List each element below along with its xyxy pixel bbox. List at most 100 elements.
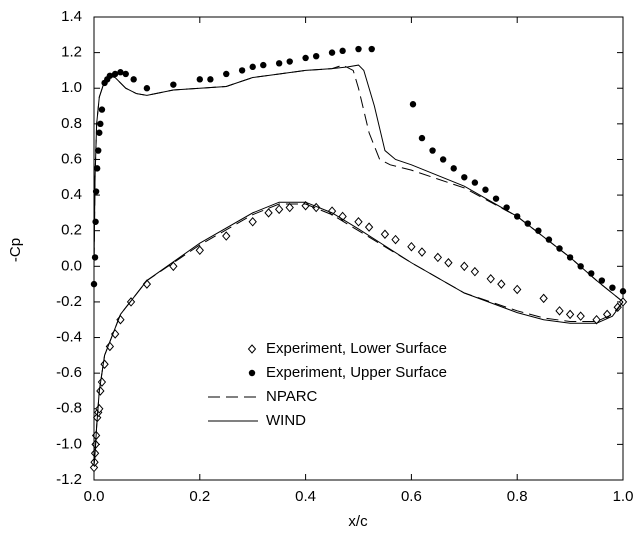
point xyxy=(470,266,480,277)
point xyxy=(545,236,553,243)
point xyxy=(260,61,267,69)
legend-marker xyxy=(247,344,257,354)
point xyxy=(274,204,284,215)
point xyxy=(535,227,542,234)
point xyxy=(98,106,106,113)
point xyxy=(433,252,443,263)
point xyxy=(368,45,375,53)
point xyxy=(223,70,230,78)
x-axis-label: x/c xyxy=(348,513,368,530)
x-tick-label: 0.8 xyxy=(507,488,528,505)
point xyxy=(565,309,575,320)
point xyxy=(513,284,522,295)
point xyxy=(100,359,109,370)
x-tick-label: 0.6 xyxy=(401,488,422,505)
legend-label: WIND xyxy=(266,412,306,429)
point xyxy=(169,261,178,272)
point xyxy=(486,274,495,284)
point xyxy=(312,202,321,213)
point xyxy=(248,217,257,227)
point xyxy=(117,69,124,76)
point xyxy=(96,386,105,396)
point xyxy=(450,165,457,172)
point xyxy=(380,229,390,240)
point xyxy=(576,311,585,321)
point xyxy=(91,254,99,261)
y-tick-label: 1.4 xyxy=(61,8,82,25)
point xyxy=(105,341,115,352)
point xyxy=(275,60,283,67)
point xyxy=(354,217,363,227)
legend-label: NPARC xyxy=(266,388,318,405)
point xyxy=(471,179,479,186)
point xyxy=(409,101,417,108)
point xyxy=(111,70,119,78)
point xyxy=(539,293,548,304)
x-tick-label: 0.2 xyxy=(189,488,210,505)
point xyxy=(364,222,374,232)
y-tick-label: -0.4 xyxy=(56,329,82,346)
point xyxy=(92,188,100,195)
point xyxy=(613,302,622,313)
point xyxy=(407,241,416,252)
point xyxy=(497,279,506,289)
point xyxy=(97,377,107,387)
point xyxy=(460,261,469,272)
point xyxy=(97,120,104,128)
y-tick-label: -0.6 xyxy=(56,364,82,381)
point xyxy=(143,85,151,92)
y-tick-label: -1.2 xyxy=(56,471,82,488)
point xyxy=(302,54,309,62)
legend-label: Experiment, Lower Surface xyxy=(266,340,447,357)
point xyxy=(249,63,256,71)
point xyxy=(222,231,231,241)
y-tick-label: 0.6 xyxy=(61,150,82,167)
point xyxy=(619,288,627,295)
point xyxy=(339,47,346,55)
point xyxy=(170,81,177,88)
point xyxy=(355,45,362,53)
y-axis-label: -Cp xyxy=(7,238,24,262)
point xyxy=(461,174,468,181)
x-tick-label: 0.4 xyxy=(295,488,316,505)
y-tick-label: 0.8 xyxy=(61,115,82,132)
point xyxy=(264,208,273,218)
point xyxy=(195,245,204,256)
point xyxy=(238,67,246,74)
y-tick-label: -0.2 xyxy=(56,293,82,310)
point xyxy=(130,76,137,83)
y-tick-label: 0.0 xyxy=(61,257,82,274)
point xyxy=(285,202,294,213)
point xyxy=(312,52,320,60)
legend-marker xyxy=(248,369,256,377)
y-tick-label: 0.4 xyxy=(61,186,82,203)
point xyxy=(207,76,214,83)
point xyxy=(391,234,400,245)
point xyxy=(555,306,564,316)
point xyxy=(444,257,453,268)
y-tick-label: 1.0 xyxy=(61,79,82,96)
point xyxy=(196,76,203,83)
x-tick-label: 1.0 xyxy=(613,488,634,505)
point xyxy=(439,156,447,163)
point xyxy=(328,49,336,56)
point xyxy=(418,134,426,142)
point xyxy=(524,220,531,227)
point xyxy=(417,247,427,257)
point xyxy=(492,195,500,202)
legend-label: Experiment, Upper Surface xyxy=(266,364,447,381)
x-tick-label: 0.0 xyxy=(84,488,105,505)
point xyxy=(92,218,99,225)
y-tick-label: 0.2 xyxy=(61,222,82,239)
point xyxy=(95,147,102,154)
point xyxy=(609,284,616,291)
point xyxy=(327,206,337,216)
point xyxy=(126,297,136,307)
y-tick-label: -1.0 xyxy=(56,435,82,452)
point xyxy=(286,58,293,65)
point xyxy=(122,70,129,78)
point xyxy=(482,186,489,193)
point xyxy=(429,147,436,154)
point xyxy=(96,129,103,136)
